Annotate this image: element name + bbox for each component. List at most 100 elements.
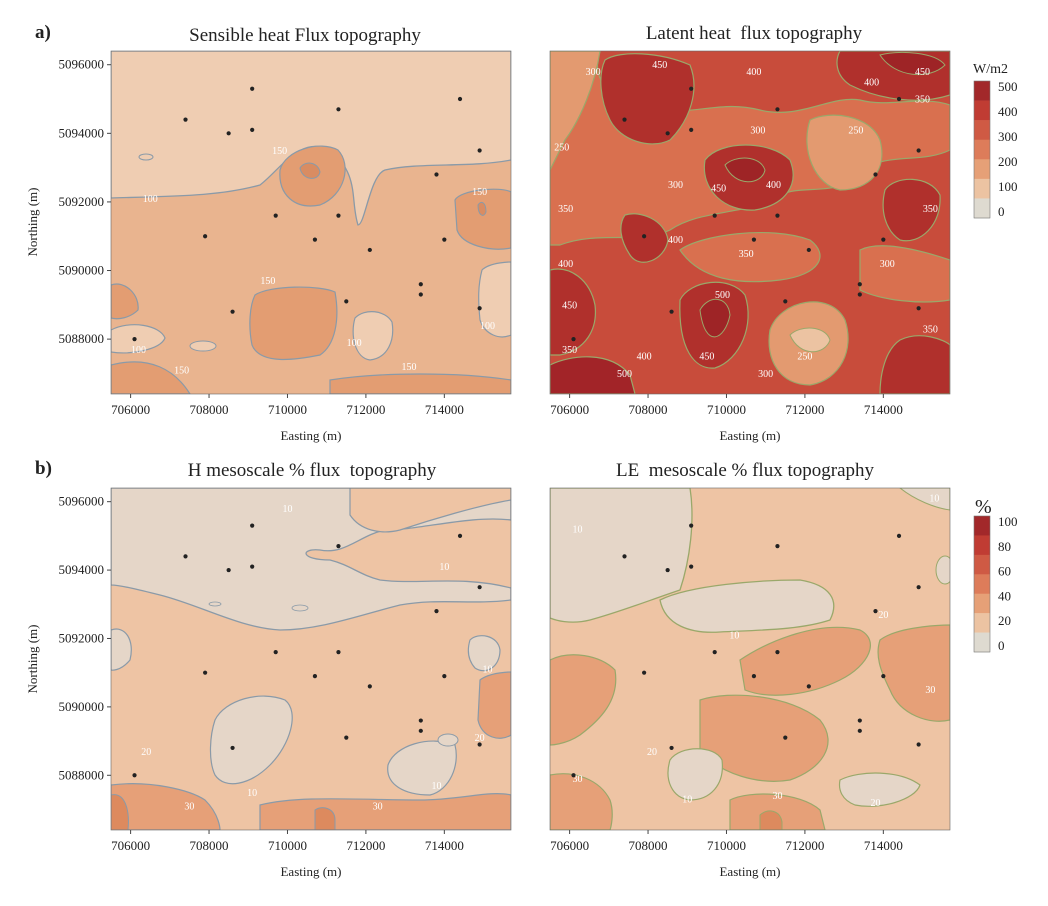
station-marker (689, 523, 694, 528)
contour-label: 450 (652, 60, 667, 71)
contour-label: 400 (668, 235, 683, 246)
station-marker (751, 674, 757, 679)
contour-label: 300 (758, 369, 773, 380)
station-marker (665, 131, 670, 136)
station-marker (418, 292, 423, 297)
h-mesoscale-field (111, 488, 511, 830)
colorbar-swatch (974, 159, 990, 180)
colorbar-tick-label: 400 (998, 104, 1018, 119)
station-marker (775, 544, 780, 549)
station-marker (344, 735, 349, 740)
station-marker (775, 650, 780, 655)
station-marker (226, 567, 231, 573)
station-marker (916, 148, 921, 153)
station-marker (806, 684, 811, 689)
station-marker (203, 234, 208, 239)
colorbar-tick-label: 60 (998, 564, 1011, 579)
colorbar-tick-label: 200 (998, 154, 1018, 169)
station-marker (250, 86, 255, 91)
station-marker (712, 650, 717, 655)
latent-heat-field (550, 51, 950, 394)
station-marker (689, 86, 694, 91)
contour-labels-h-mesoscale: 10 10 10 20 20 10 10 30 30 (141, 504, 492, 813)
station-marker (857, 282, 862, 287)
station-marker (857, 292, 862, 297)
station-marker (916, 585, 921, 590)
station-marker (434, 172, 439, 177)
station-marker (312, 674, 318, 679)
station-marker (916, 306, 921, 311)
contour-labels-sensible: 100 150 150 150 100 150 100 150 100 (131, 146, 495, 377)
le-mesoscale-field (550, 488, 950, 830)
axes-latent: 706000 708000 710000 712000 714000 (550, 394, 903, 417)
contour-label: 250 (797, 352, 812, 363)
x-tick-label: 714000 (425, 402, 464, 417)
station-marker (132, 337, 137, 342)
x-tick-label: 712000 (785, 838, 824, 853)
station-marker (457, 533, 463, 538)
stations-le-mesoscale (571, 523, 921, 778)
colorbar-tick-label: 100 (998, 179, 1018, 194)
contour-label: 400 (746, 67, 761, 78)
colorbar-swatch (974, 178, 990, 199)
xlabel-latent: Easting (m) (719, 428, 780, 443)
colorbar-wm2: W/m2 500 400 300 200 100 0 (973, 62, 1018, 219)
station-marker (689, 127, 694, 132)
y-tick-label: 5094000 (59, 562, 105, 577)
x-tick-label: 708000 (629, 402, 668, 417)
station-marker (132, 773, 137, 778)
station-marker (622, 117, 627, 122)
colorbar-swatch (974, 613, 990, 633)
colorbar-wm2-title: W/m2 (973, 62, 1008, 77)
contour-label: 350 (562, 345, 577, 356)
colorbar-swatch (974, 632, 990, 653)
station-marker (477, 585, 482, 590)
x-tick-label: 706000 (111, 838, 150, 853)
contour-label: 150 (174, 365, 189, 376)
colorbar-frame (973, 515, 991, 653)
contour-label: 150 (260, 276, 275, 287)
station-marker (367, 247, 372, 253)
station-marker (881, 674, 886, 679)
contour-label: 100 (480, 321, 495, 332)
station-marker (775, 213, 780, 218)
station-marker (250, 127, 255, 132)
station-marker (881, 237, 886, 242)
station-marker (873, 172, 878, 177)
station-marker (183, 554, 188, 559)
station-marker (857, 718, 862, 723)
station-marker (857, 728, 862, 733)
x-tick-label: 710000 (268, 838, 307, 853)
colorbar-swatch (974, 593, 990, 614)
station-marker (230, 745, 235, 751)
station-marker (418, 728, 423, 733)
colorbar-swatch (974, 81, 990, 101)
x-tick-label: 712000 (346, 402, 385, 417)
contour-label: 250 (848, 125, 863, 136)
contour-label: 10 (682, 795, 692, 806)
contour-label: 10 (572, 524, 582, 535)
contour-label: 400 (637, 352, 652, 363)
station-marker (689, 564, 694, 569)
panel-label-b: b) (35, 458, 52, 479)
colorbar-tick-label: 100 (998, 514, 1018, 529)
axes-sensible: 706000 708000 710000 712000 714000 5088000 509… (59, 57, 464, 417)
station-marker (873, 609, 878, 614)
y-tick-label: 5088000 (59, 331, 105, 346)
contour-label: 450 (562, 300, 577, 311)
station-marker (230, 309, 235, 314)
colorbar-tick-label: 20 (998, 613, 1011, 628)
contour-label: 350 (923, 204, 938, 215)
station-marker (642, 234, 647, 239)
colorbar-percent: % 100 80 60 40 20 0 (973, 496, 1018, 653)
contour-label: 150 (472, 187, 487, 198)
station-marker (622, 554, 627, 559)
station-marker (183, 117, 188, 122)
stations-latent (571, 86, 921, 342)
station-marker (916, 742, 921, 747)
station-marker (442, 674, 447, 679)
x-tick-label: 706000 (550, 838, 589, 853)
contour-label: 350 (558, 204, 573, 215)
